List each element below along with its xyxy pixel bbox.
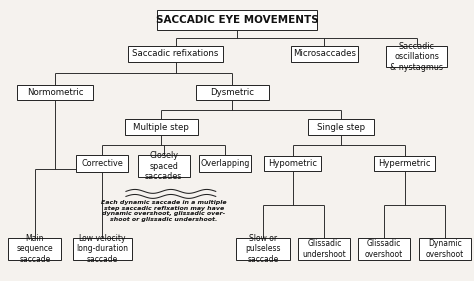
Bar	[73, 238, 132, 260]
Bar	[386, 46, 447, 67]
Text: Multiple step: Multiple step	[134, 123, 189, 132]
Text: Normometric: Normometric	[27, 88, 83, 97]
Text: Saccadic refixations: Saccadic refixations	[132, 49, 219, 58]
Text: Low-velocity
long-duration
saccade: Low-velocity long-duration saccade	[76, 234, 128, 264]
Text: Single step: Single step	[317, 123, 365, 132]
Bar	[76, 155, 128, 171]
Text: Hypometric: Hypometric	[268, 159, 317, 168]
Bar	[357, 238, 410, 260]
Bar	[199, 155, 251, 171]
Bar	[128, 46, 223, 62]
Text: Closely
spaced
saccades: Closely spaced saccades	[145, 151, 182, 181]
Text: Glissadic
overshoot: Glissadic overshoot	[365, 239, 402, 259]
Bar	[308, 119, 374, 135]
Text: Each dynamic saccade in a multiple
step saccadic refixation may have
dynamic ove: Each dynamic saccade in a multiple step …	[101, 200, 227, 222]
Text: Glissadic
undershoot: Glissadic undershoot	[302, 239, 346, 259]
Text: Corrective: Corrective	[82, 159, 123, 168]
Text: SACCADIC EYE MOVEMENTS: SACCADIC EYE MOVEMENTS	[155, 15, 319, 25]
Bar	[419, 238, 471, 260]
Bar	[264, 156, 321, 171]
Text: Overlapping: Overlapping	[201, 159, 250, 168]
Bar	[236, 238, 290, 260]
Text: Slow or
pulseless
saccade: Slow or pulseless saccade	[245, 234, 281, 264]
Bar	[196, 85, 269, 100]
Bar	[8, 238, 61, 260]
Text: Hypermetric: Hypermetric	[379, 159, 431, 168]
Bar	[374, 156, 436, 171]
Text: Dynamic
overshoot: Dynamic overshoot	[426, 239, 464, 259]
Text: Main
sequence
saccade: Main sequence saccade	[17, 234, 53, 264]
Bar	[156, 10, 318, 30]
Bar	[125, 119, 198, 135]
Bar	[292, 46, 357, 62]
Text: Dysmetric: Dysmetric	[210, 88, 254, 97]
Bar	[138, 155, 190, 177]
Text: Microsaccades: Microsaccades	[293, 49, 356, 58]
Text: Saccadic
oscillations
& nystagmus: Saccadic oscillations & nystagmus	[390, 42, 443, 72]
Bar	[299, 238, 350, 260]
Bar	[17, 85, 93, 100]
